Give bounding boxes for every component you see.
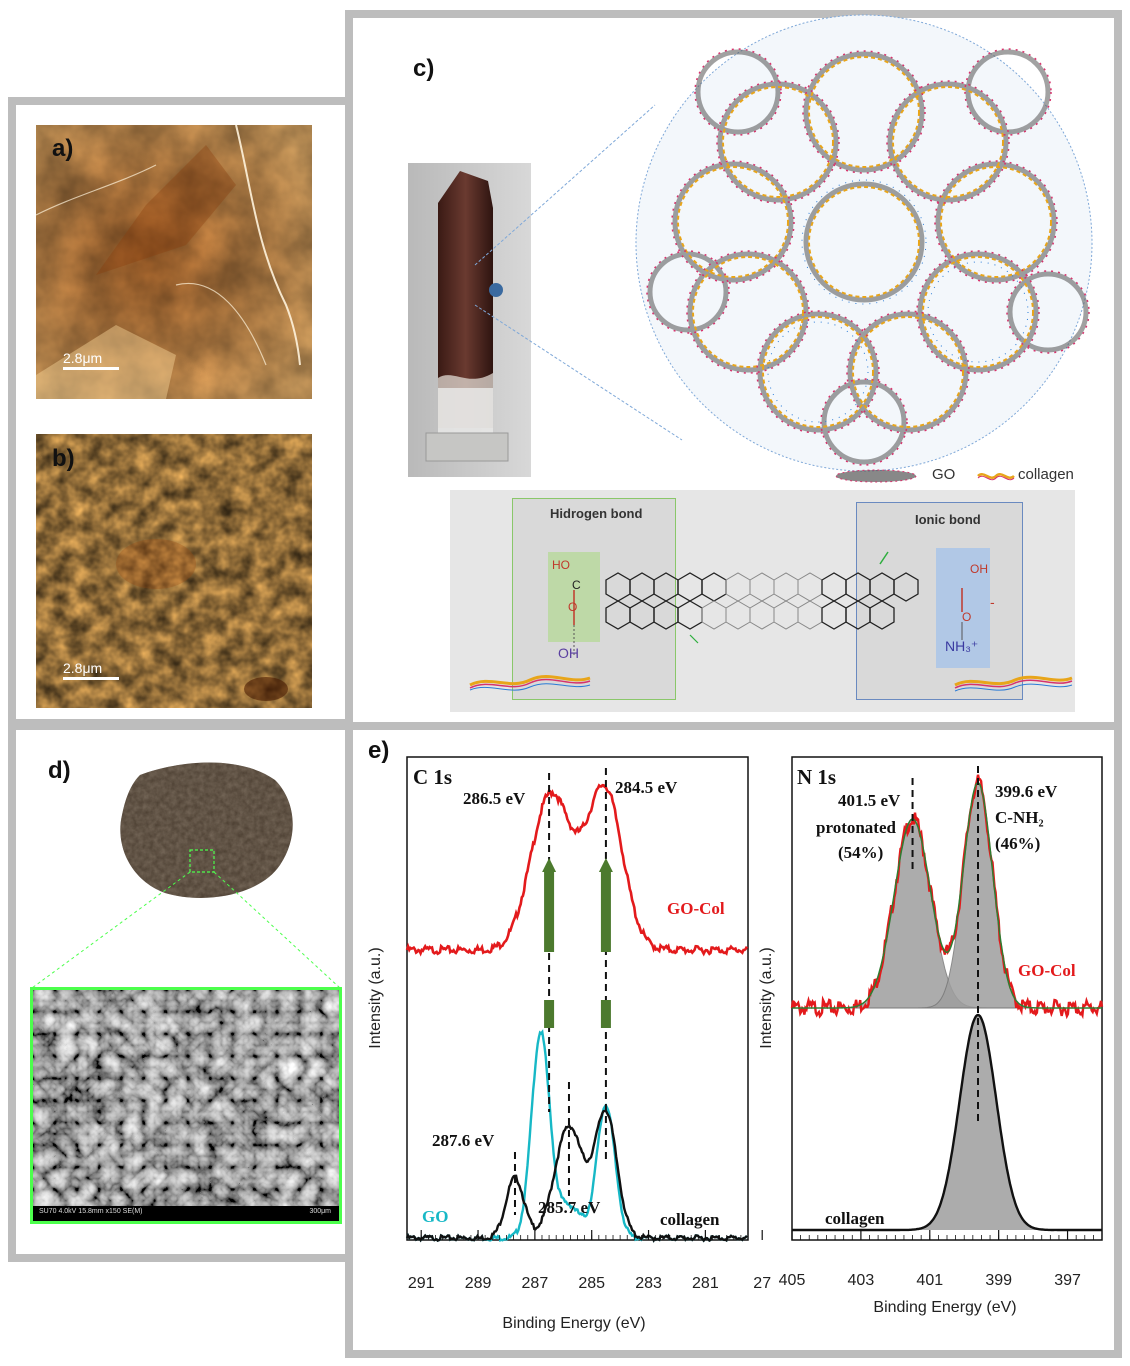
c1s-ann-287-6: 287.6 eV [432,1131,495,1150]
legend-collagen-label: collagen [1018,466,1074,483]
c1s-legend-gocol: GO-Col [667,899,725,918]
chem-minus: - [990,594,995,610]
chem-oh: OH [558,645,579,661]
n1s-tick-label: 405 [779,1272,806,1289]
ionic-title: Ionic bond [915,512,981,527]
n1s-collagen-fill [792,1015,1102,1230]
sem-image: SU70 4.0kV 15.8mm x150 SE(M) 300μm [30,987,342,1224]
n1s-ylabel: Intensity (a.u.) [758,947,775,1048]
panel-a-label: a) [52,135,74,162]
n1s-tick-label: 403 [848,1272,875,1289]
c1s-shift-arrow [600,1000,611,1028]
chem-ho: HO [552,558,570,572]
legend-c: GO collagen [830,464,1100,488]
afm-image-b-svg [36,434,312,708]
frame-panel-e [345,722,1122,1358]
n1s-series-gocol [790,774,1104,1020]
n1s-series-gocol-fit [792,781,1102,1009]
c1s-legend-go: GO [422,1207,448,1226]
c1s-xlabel: Binding Energy (eV) [502,1315,645,1332]
c1s-ylabel: Intensity (a.u.) [367,947,384,1048]
n1s-tick-label: 397 [1054,1272,1081,1289]
c1s-tick-label: 287 [522,1275,549,1292]
scale-bar-a-line [63,367,119,370]
c1s-tick-label: 289 [465,1275,492,1292]
scale-bar-b: 2.8μm [63,660,119,680]
panel-c-label: c) [413,55,435,82]
scale-bar-b-line [63,677,119,680]
n1s-ann-cnh2: C-NH₂ [995,808,1044,827]
chem-nh3: NH₃⁺ [945,638,979,654]
bond-scheme: Hidrogen bond Ionic bond [450,490,1075,712]
c1s-shift-arrowhead [542,858,557,872]
c1s-ann-286-5: 286.5 eV [463,789,526,808]
c1s-ann-285-7: 285.7 eV [538,1198,601,1217]
n1s-ann-46: (46%) [995,834,1040,853]
network-svg [635,14,1093,472]
n1s-tick-label: 399 [985,1272,1012,1289]
n1s-ann-399-6: 399.6 eV [995,782,1058,801]
c1s-legend-collagen: collagen [660,1210,720,1229]
panel-e-label: e) [368,737,390,764]
c1s-shift-arrow [600,870,611,952]
n1s-legend-gocol: GO-Col [1018,961,1076,980]
afm-image-a [36,125,312,399]
n1s-series-collagen [792,1013,1102,1232]
panel-d-label: d) [48,757,71,784]
scale-bar-a-text: 2.8μm [63,350,103,366]
vial-photo-svg [408,163,531,477]
scale-bar-b-text: 2.8μm [63,660,103,676]
sem-scale: 300μm [309,1208,331,1215]
c1s-tick-label: 291 [408,1275,435,1292]
n1s-title: N 1s [797,765,836,789]
c1s-tick-label: 281 [692,1275,719,1292]
afm-image-a-svg [36,125,312,399]
n1s-xlabel: Binding Energy (eV) [873,1299,1016,1316]
bond-scheme-svg [469,548,1073,692]
go-collagen-network [628,12,1100,474]
panel-b-label: b) [52,445,75,472]
c1s-tick-label: 27 [753,1275,771,1292]
c1s-shift-arrowhead [598,858,613,872]
c1s-tick-label: 285 [578,1275,605,1292]
sem-image-svg [33,990,339,1221]
legend-go-label: GO [932,466,956,483]
n1s-legend-collagen: collagen [825,1209,885,1228]
c1s-title: C 1s [413,765,452,789]
scale-bar-a: 2.8μm [63,350,119,370]
c1s-shift-arrow [544,870,555,952]
c1s-shift-arrow [544,1000,555,1028]
n1s-tick-label: 401 [916,1272,943,1289]
afm-image-b [36,434,312,708]
n1s-ann-54: (54%) [838,843,883,862]
chem-o: O [568,600,578,614]
chem-c: C [572,578,581,592]
legend-c-svg [835,469,1015,483]
vial-photo [408,163,531,477]
chem-oh-ionic: OH [970,562,988,576]
n1s-ann-protonated: protonated [816,818,897,837]
scaffold-photo [110,755,300,905]
c1s-tick-label: 283 [635,1275,662,1292]
sem-info: SU70 4.0kV 15.8mm x150 SE(M) [39,1208,143,1215]
chem-o-ionic: O [962,610,972,624]
scaffold-photo-svg [120,762,293,898]
n1s-ann-401-5: 401.5 eV [838,791,901,810]
hbond-title: Hidrogen bond [550,506,643,521]
c1s-series-gocol [405,783,749,957]
c1s-ann-284-5: 284.5 eV [615,778,678,797]
